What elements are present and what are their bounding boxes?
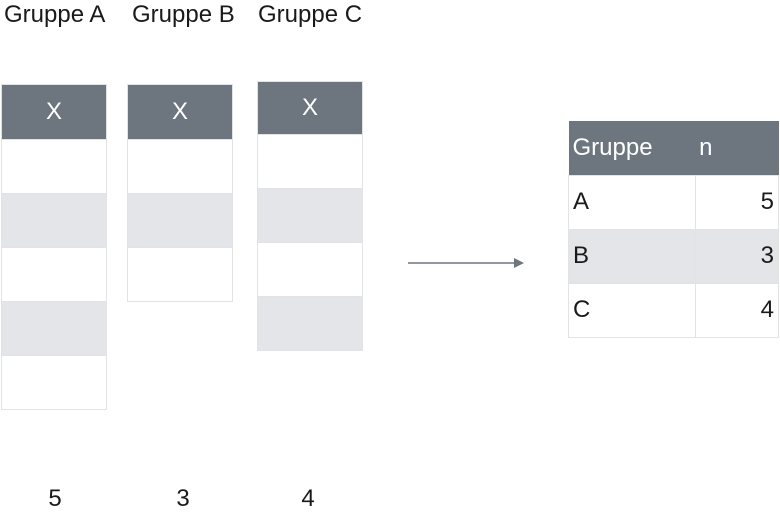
result-table: Gruppe n A 5 B 3 C 4 — [568, 121, 780, 338]
table-row: C 4 — [568, 282, 780, 338]
result-header-row: Gruppe n — [568, 121, 779, 175]
group-b-row — [128, 193, 232, 247]
group-c-row — [258, 242, 362, 296]
result-cell-gruppe: A — [568, 174, 696, 230]
group-b-row — [128, 139, 232, 193]
table-row: A 5 — [568, 174, 780, 230]
arrow-head — [514, 258, 524, 268]
group-a-count: 5 — [48, 485, 62, 512]
group-a-row — [2, 193, 106, 247]
group-title-b: Gruppe B — [132, 1, 235, 28]
group-c-row — [258, 188, 362, 242]
group-b-header: X — [128, 85, 232, 139]
group-title-a: Gruppe A — [4, 1, 106, 28]
result-header-gruppe: Gruppe — [568, 121, 696, 175]
group-a-header: X — [2, 85, 106, 139]
group-b-count: 3 — [176, 485, 190, 512]
table-row: B 3 — [568, 228, 780, 284]
group-b-table: X — [127, 84, 233, 302]
result-cell-n: 5 — [694, 174, 780, 230]
group-a-table: X — [1, 84, 107, 410]
group-title-c: Gruppe C — [258, 1, 363, 28]
group-c-row — [258, 296, 362, 350]
result-cell-gruppe: C — [568, 282, 696, 338]
group-a-row — [2, 355, 106, 409]
result-cell-n: 4 — [694, 282, 780, 338]
group-b-row — [128, 247, 232, 301]
result-cell-gruppe: B — [568, 228, 696, 284]
result-cell-n: 3 — [694, 228, 780, 284]
result-header-n: n — [695, 121, 779, 175]
right-arrow-icon — [408, 258, 524, 268]
group-a-row — [2, 139, 106, 193]
group-a-row — [2, 247, 106, 301]
group-c-header: X — [258, 82, 362, 134]
group-c-count: 4 — [301, 485, 315, 512]
group-c-row — [258, 134, 362, 188]
group-a-row — [2, 301, 106, 355]
group-c-table: X — [257, 81, 363, 351]
